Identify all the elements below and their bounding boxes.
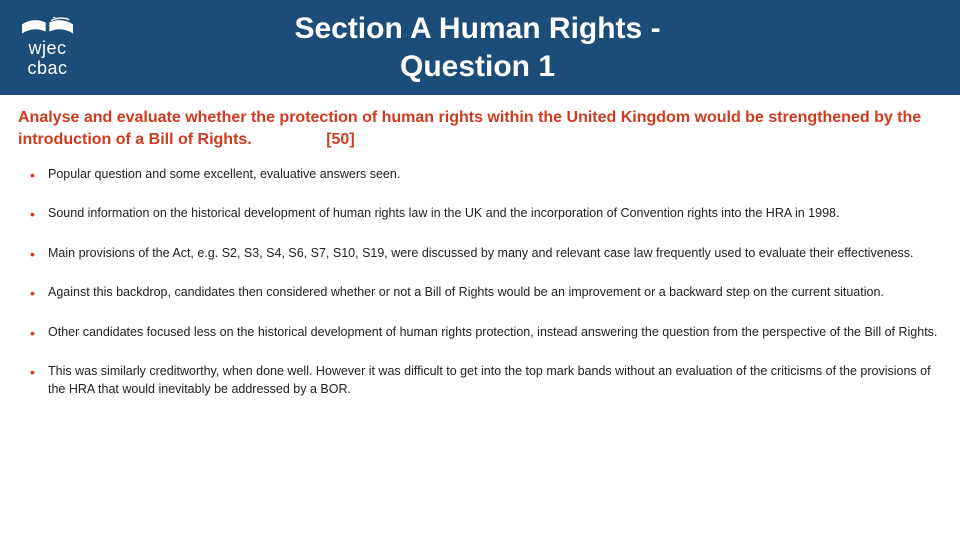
list-item: Main provisions of the Act, e.g. S2, S3,… [18, 245, 942, 263]
bullet-text: Popular question and some excellent, eva… [48, 167, 400, 181]
bullet-text: Sound information on the historical deve… [48, 206, 839, 220]
question-marks: [50] [326, 129, 354, 151]
bullet-text: Main provisions of the Act, e.g. S2, S3,… [48, 246, 914, 260]
slide-title: Section A Human Rights - Question 1 [75, 10, 880, 85]
title-line-1: Section A Human Rights - [294, 12, 660, 45]
slide-content: Analyse and evaluate whether the protect… [0, 95, 960, 430]
title-container: Section A Human Rights - Question 1 [75, 10, 940, 85]
wjec-logo: wjec cbac [20, 17, 75, 79]
bullet-text: Against this backdrop, candidates then c… [48, 285, 884, 299]
list-item: Sound information on the historical deve… [18, 205, 942, 223]
slide-header: wjec cbac Section A Human Rights - Quest… [0, 0, 960, 95]
list-item: This was similarly creditworthy, when do… [18, 363, 942, 398]
book-icon [20, 17, 75, 37]
list-item: Popular question and some excellent, eva… [18, 166, 942, 184]
logo-text-line1: wjec [28, 39, 66, 59]
question-body: Analyse and evaluate whether the protect… [18, 109, 921, 148]
bullet-text: Other candidates focused less on the his… [48, 325, 937, 339]
bullet-text: This was similarly creditworthy, when do… [48, 364, 931, 396]
title-line-2: Question 1 [400, 50, 555, 83]
logo-text-line2: cbac [27, 59, 67, 79]
list-item: Other candidates focused less on the his… [18, 324, 942, 342]
question-prompt: Analyse and evaluate whether the protect… [18, 107, 942, 152]
bullet-list: Popular question and some excellent, eva… [18, 166, 942, 399]
list-item: Against this backdrop, candidates then c… [18, 284, 942, 302]
